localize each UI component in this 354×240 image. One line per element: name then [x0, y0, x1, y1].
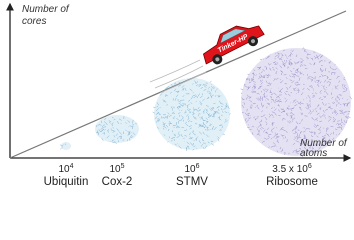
- protein-texture: [152, 79, 231, 152]
- protein-texture: [95, 116, 137, 145]
- system-name: STMV: [176, 176, 208, 188]
- system-name: Ubiquitin: [44, 176, 89, 188]
- speed-lines: [149, 59, 207, 94]
- system-size: 104: [58, 163, 73, 175]
- system-size: 3.5 x 106: [272, 163, 312, 175]
- system-name: Cox-2: [102, 176, 133, 188]
- size-base: 10: [58, 164, 70, 175]
- y-axis-label: Number of: [22, 4, 70, 15]
- x-axis-label: Number of: [300, 138, 348, 149]
- protein-structures: [59, 47, 353, 158]
- protein-shape: [61, 142, 71, 150]
- size-exponent: 6: [196, 163, 200, 170]
- race-car: Tinker-HP: [202, 25, 265, 65]
- size-exponent: 6: [308, 163, 312, 170]
- protein-texture: [59, 143, 66, 150]
- system-size: 106: [184, 163, 199, 175]
- y-axis-label: cores: [22, 16, 46, 27]
- scaling-line: [9, 10, 347, 159]
- size-base: 10: [184, 164, 196, 175]
- x-axis-label: atoms: [300, 148, 327, 159]
- protein-texture: [240, 47, 353, 158]
- protein-shape: [154, 78, 230, 150]
- system-name: Ribosome: [266, 176, 318, 188]
- size-base: 10: [109, 164, 121, 175]
- size-exponent: 5: [121, 163, 125, 170]
- system-size: 105: [109, 163, 124, 175]
- figure: Number of cores Number of atoms Tinker-H…: [6, 2, 353, 188]
- size-base: 3.5 x 10: [272, 164, 308, 175]
- size-exponent: 4: [70, 163, 74, 170]
- protein-shape: [241, 48, 351, 156]
